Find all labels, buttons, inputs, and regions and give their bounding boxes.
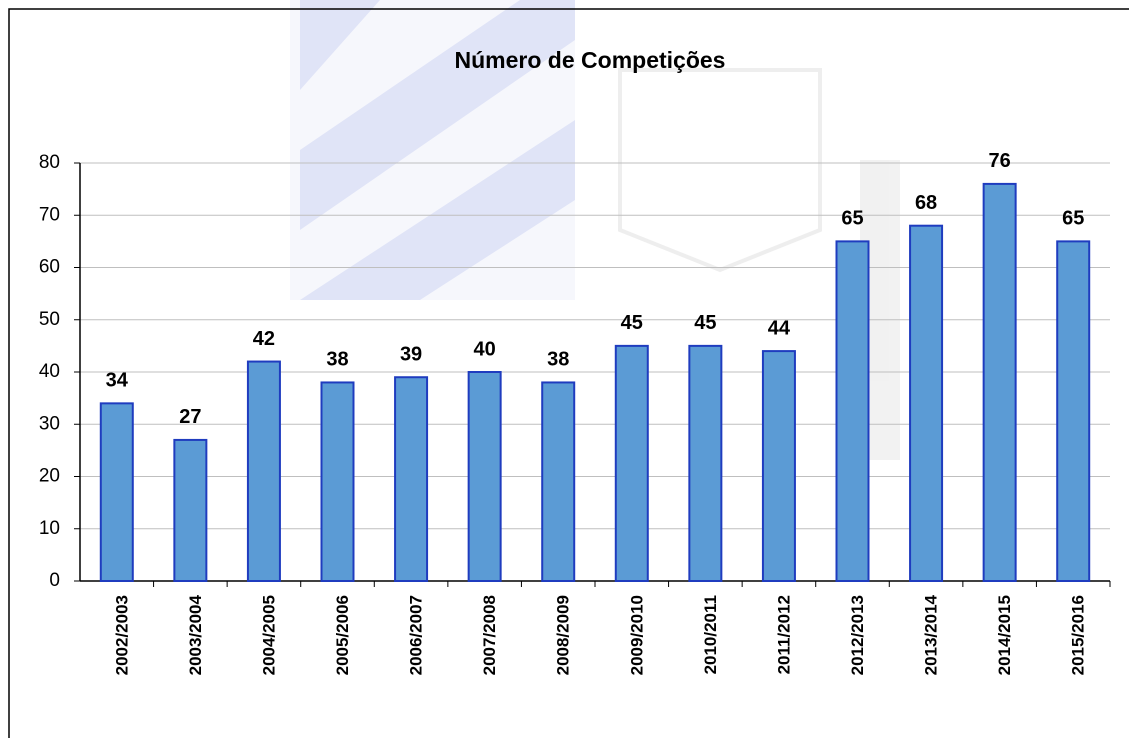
x-tick-label: 2011/2012	[774, 595, 793, 674]
x-tick-label: 2007/2008	[480, 595, 499, 675]
y-tick-label: 0	[49, 570, 60, 591]
data-label: 65	[841, 208, 863, 230]
data-label: 27	[179, 406, 201, 428]
bar	[394, 376, 429, 582]
x-tick-label: 2014/2015	[995, 595, 1014, 675]
data-label: 34	[106, 370, 129, 392]
bar	[246, 360, 281, 582]
bar	[982, 182, 1017, 582]
x-tick-label: 2012/2013	[848, 595, 867, 675]
data-label: 76	[989, 150, 1011, 172]
data-label: 38	[326, 349, 348, 371]
x-tick-label: 2013/2014	[922, 594, 941, 675]
x-tick-label: 2005/2006	[333, 595, 352, 675]
bar	[320, 381, 355, 583]
data-label: 68	[915, 192, 937, 214]
y-tick-label: 70	[39, 204, 60, 225]
data-label: 45	[621, 312, 643, 334]
data-label: 38	[547, 349, 569, 371]
x-tick-label: 2002/2003	[112, 595, 131, 675]
x-tick-label: 2006/2007	[407, 595, 426, 675]
frame	[8, 8, 1129, 738]
x-tick-label: 2004/2005	[259, 595, 278, 675]
data-label: 45	[694, 312, 716, 334]
x-tick-label: 2009/2010	[627, 595, 646, 675]
bar	[467, 371, 502, 582]
data-label: 44	[768, 317, 791, 339]
y-tick-label: 40	[39, 361, 60, 382]
bar	[688, 344, 723, 582]
y-tick-label: 80	[39, 152, 60, 173]
x-tick-label: 2015/2016	[1069, 595, 1088, 675]
y-tick-label: 20	[39, 466, 60, 487]
data-label: 42	[253, 328, 275, 350]
y-tick-label: 60	[39, 257, 60, 278]
bar	[173, 438, 208, 582]
x-tick-label: 2003/2004	[186, 594, 205, 675]
y-tick-label: 10	[39, 518, 60, 539]
bar	[614, 344, 649, 582]
data-label: 39	[400, 344, 422, 366]
bar	[761, 350, 796, 582]
background-watermark	[290, 0, 900, 460]
bar	[541, 381, 576, 583]
bar	[835, 240, 870, 582]
x-tick-label: 2008/2009	[554, 595, 573, 675]
y-tick-label: 30	[39, 413, 60, 434]
data-label: 65	[1062, 208, 1084, 230]
bar	[99, 402, 134, 582]
data-label: 40	[474, 338, 496, 360]
x-tick-label: 2010/2011	[701, 595, 720, 674]
chart-title: Número de Competições	[455, 47, 726, 73]
bar	[909, 224, 944, 582]
y-tick-label: 50	[39, 309, 60, 330]
bar	[1056, 240, 1091, 582]
